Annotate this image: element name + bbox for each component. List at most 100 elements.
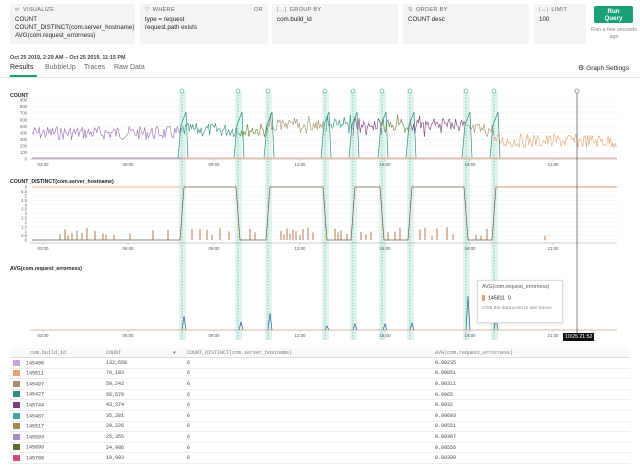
table-row[interactable]: 145593 25,355 6 0.00367: [10, 431, 630, 443]
avg-spike: [352, 322, 358, 331]
build-id: 145699: [26, 444, 45, 451]
visualize-line: COUNT_DISTINCT(com.server_hostname): [15, 24, 135, 31]
cell-avg: 0.0032: [432, 399, 630, 411]
cell-count: 59,242: [103, 378, 184, 390]
cell-count: 43,374: [103, 399, 184, 411]
count-y-tick: 900: [20, 98, 28, 103]
deploy-marker[interactable]: [179, 88, 185, 94]
table-row[interactable]: 145744 43,374 6 0.0032: [10, 399, 630, 411]
distinct-y-tick: 3.5: [21, 207, 27, 212]
cell-avg: 0.00367: [432, 431, 630, 443]
where-clause[interactable]: ▽ WHERE OR type = request request.path exi…: [140, 4, 268, 44]
column-header-avg[interactable]: AVG(com.request_errorness): [432, 348, 630, 358]
distinct-y-tick: 2: [25, 220, 28, 225]
cell-distinct: 6: [184, 421, 432, 433]
cell-distinct: 6: [184, 357, 432, 369]
cursor-marker[interactable]: [574, 88, 580, 94]
active-tab-indicator: [10, 75, 37, 77]
cell-distinct: 6: [184, 442, 432, 454]
table-row[interactable]: 145811 79,183 6 0.00051: [10, 368, 630, 380]
distinct-series-line: [32, 186, 617, 241]
count-series-line: [237, 123, 269, 137]
avg-spike: [238, 321, 244, 331]
visualize-clause[interactable]: ⊳ VISUALIZE COUNT COUNT_DISTINCT(com.serv…: [10, 4, 135, 44]
deploy-marker[interactable]: [322, 88, 328, 94]
cell-count: 29,226: [103, 421, 184, 433]
deploy-marker[interactable]: [379, 88, 385, 94]
count-deploy-spike: [489, 111, 501, 159]
chart-title-count: COUNT: [10, 93, 29, 99]
column-header-count[interactable]: COUNT ▼: [103, 348, 184, 358]
count-y-tick: 800: [20, 104, 28, 109]
limit-clause[interactable]: |↔| LIMIT 100: [534, 4, 586, 44]
group-by-clause[interactable]: […] GROUP BY com.build_id: [272, 4, 398, 44]
table-row[interactable]: 145699 24,986 6 0.00556: [10, 442, 630, 454]
deploy-marker[interactable]: [491, 88, 497, 94]
table-row[interactable]: 145780 19,993 6 0.00399: [10, 452, 630, 464]
deploy-marker[interactable]: [265, 88, 271, 94]
chart-title-avg: AVG(com.request_errorness): [10, 266, 82, 272]
build-id: 145593: [26, 434, 45, 441]
distinct-y-tick: 0.5: [21, 233, 27, 238]
deploy-marker[interactable]: [235, 88, 241, 94]
count-y-tick: 700: [20, 111, 28, 116]
distinct-y-tick: 2.5: [21, 216, 27, 221]
column-header-build-id[interactable]: com.build_id: [10, 348, 103, 358]
build-id: 145780: [26, 455, 45, 462]
count-deploy-spike: [377, 111, 389, 159]
cell-distinct: 6: [184, 389, 432, 401]
distinct-y-tick: 3: [25, 211, 28, 216]
table-row[interactable]: 145406 132,658 6 0.00235: [10, 357, 630, 369]
color-swatch: [13, 380, 20, 387]
avg-spike: [465, 295, 471, 331]
avg-spike: [267, 312, 273, 331]
run-query-button[interactable]: Run Query: [594, 6, 633, 23]
deploy-marker[interactable]: [463, 88, 469, 94]
build-id: 145497: [26, 381, 45, 388]
group-icon: […]: [277, 7, 287, 13]
deploy-marker[interactable]: [407, 88, 413, 94]
tab-traces[interactable]: Traces: [84, 64, 106, 71]
table-row[interactable]: 145427 56,579 6 0.0065: [10, 389, 630, 401]
table-header-row: com.build_id COUNT ▼ COUNT_DISTINCT(com.s…: [10, 348, 630, 358]
color-swatch: [13, 370, 20, 377]
distinct-y-tick: 4: [25, 202, 28, 207]
tab-results[interactable]: Results: [10, 64, 34, 71]
deploy-band: [350, 92, 357, 340]
distinct-y-tick: 0: [25, 238, 28, 243]
color-swatch: [13, 412, 20, 419]
table-row[interactable]: 145497 59,242 6 0.00311: [10, 378, 630, 390]
count-y-tick: 100: [20, 150, 28, 155]
distinct-x-tick: 21:00: [548, 246, 560, 251]
cell-count: 19,993: [103, 452, 184, 464]
count-x-tick: 12:00: [295, 162, 307, 167]
graph-settings-button[interactable]: ⚙ Graph Settings: [578, 65, 629, 72]
column-header-distinct[interactable]: COUNT_DISTINCT(com.server_hostname): [184, 348, 432, 358]
chart-icon: ⊳: [15, 7, 20, 13]
tooltip-title: AVG(com.request_errorness): [482, 284, 550, 290]
count-deploy-spike: [348, 111, 360, 159]
table-row[interactable]: 145517 29,226 6 0.00551: [10, 421, 630, 433]
deploy-band: [379, 92, 386, 340]
tab-raw-data[interactable]: Raw Data: [114, 64, 145, 71]
distinct-y-tick: 5.5: [21, 189, 27, 194]
tab-bubbleup[interactable]: BubbleUp: [45, 64, 76, 71]
table-row[interactable]: 145487 35,281 6 0.00693: [10, 410, 630, 422]
color-swatch: [13, 359, 20, 366]
date-range: Oct 25 2019, 2:29 AM – Oct 25 2019, 11:1…: [10, 55, 126, 61]
count-series-line: [31, 125, 183, 141]
deploy-marker[interactable]: [350, 88, 356, 94]
where-operator[interactable]: OR: [254, 7, 263, 13]
visualize-line: COUNT: [15, 16, 37, 23]
count-deploy-spike: [233, 111, 245, 159]
cell-build-id: 145406: [10, 357, 103, 369]
distinct-y-tick: 6: [25, 185, 28, 190]
avg-x-tick: 09:00: [209, 333, 221, 338]
cell-build-id: 145593: [10, 431, 103, 443]
sort-desc-icon: ▼: [173, 350, 176, 356]
order-by-clause[interactable]: ⇅ ORDER BY COUNT desc: [403, 4, 529, 44]
distinct-x-tick: 06:00: [123, 246, 135, 251]
cell-count: 24,986: [103, 442, 184, 454]
visualize-line: AVG(com.request_errorness): [15, 32, 96, 39]
cell-distinct: 6: [184, 378, 432, 390]
